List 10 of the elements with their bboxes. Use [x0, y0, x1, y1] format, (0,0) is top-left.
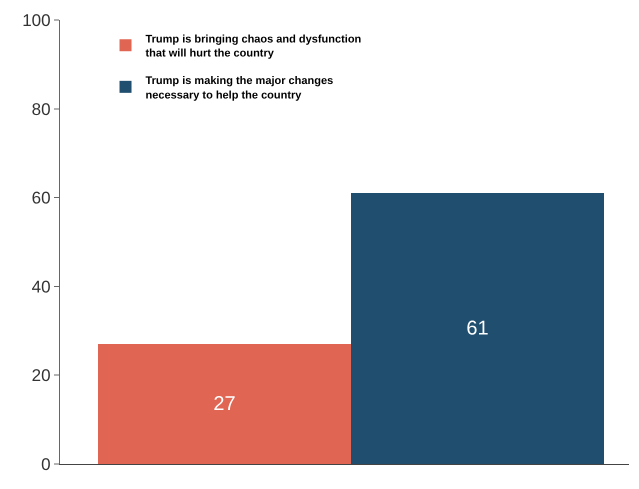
- y-tick-label: 20: [32, 366, 51, 386]
- y-tick-label: 40: [32, 277, 51, 296]
- y-tick-label: 80: [32, 100, 51, 119]
- y-tick-label: 100: [22, 10, 51, 30]
- y-tick-label: 0: [41, 454, 51, 474]
- y-tick-label: 60: [32, 188, 51, 208]
- data-label: 27: [213, 393, 236, 415]
- legend-label: Trump is making the major changes necessary to help the country: [146, 74, 334, 102]
- data-label: 61: [466, 318, 489, 340]
- legend-label: Trump is bringing chaos and dysfunction that will hurt the country: [146, 33, 362, 60]
